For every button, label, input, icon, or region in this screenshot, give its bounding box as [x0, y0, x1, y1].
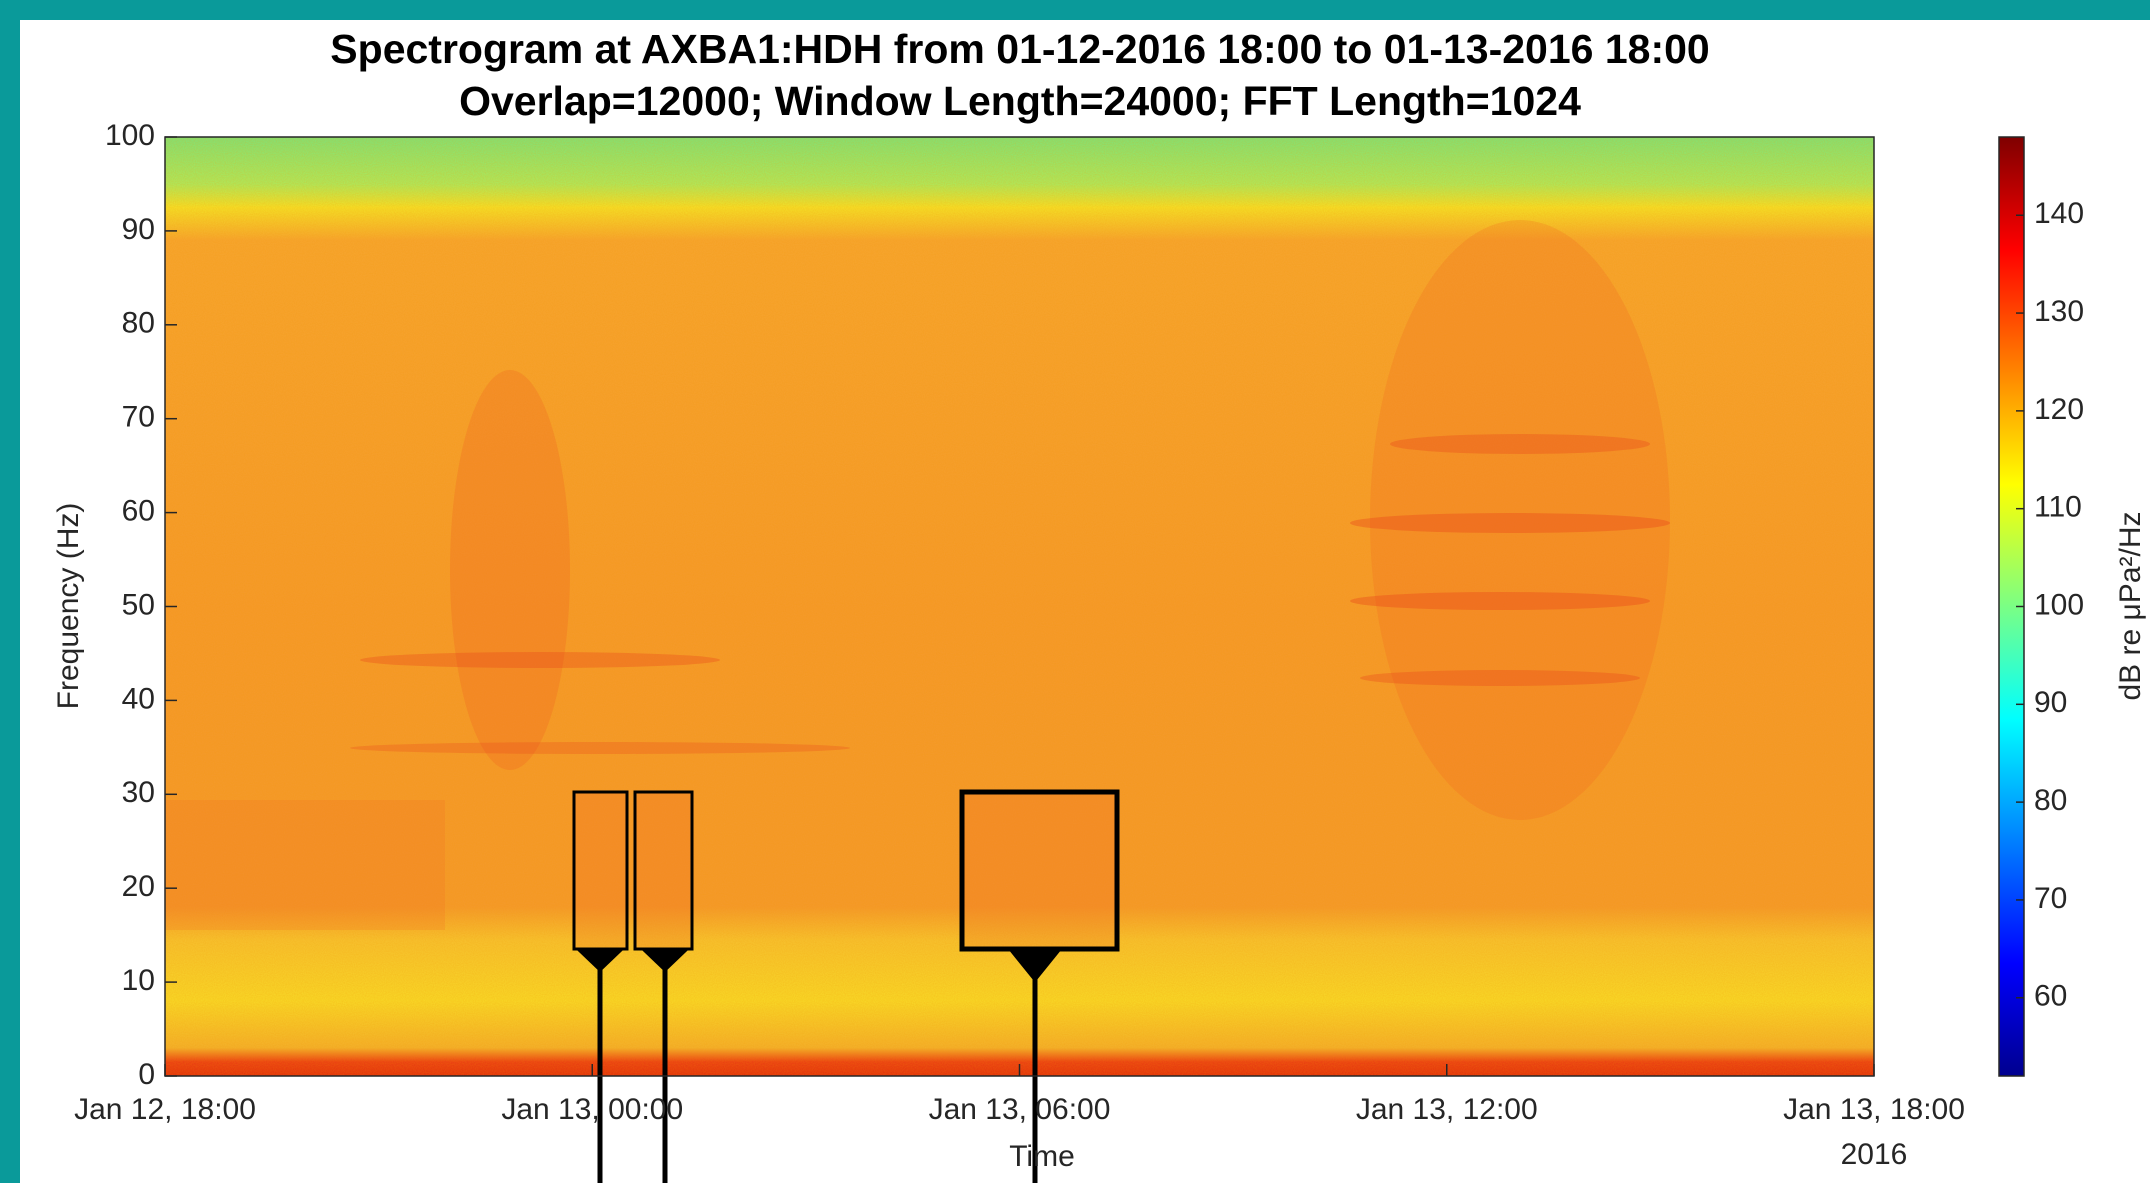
y-tick-label: 80: [122, 307, 155, 340]
x-tick-label: Jan 13, 06:00: [929, 1093, 1111, 1126]
y-tick-label: 50: [122, 588, 155, 621]
colorbar-tick-label: 80: [2034, 784, 2067, 817]
colorbar-tick-label: 120: [2034, 393, 2084, 426]
colorbar-label: dB re μPa²/Hz: [2114, 511, 2147, 700]
y-axis-label: Frequency (Hz): [52, 503, 85, 710]
y-tick-label: 0: [138, 1058, 155, 1091]
colorbar-tick-label: 130: [2034, 295, 2084, 328]
y-tick-label: 60: [122, 495, 155, 528]
x-year-label: 2016: [1841, 1138, 1908, 1171]
x-tick-label: Jan 13, 00:00: [501, 1093, 683, 1126]
x-tick-label: Jan 13, 12:00: [1356, 1093, 1538, 1126]
y-tick-label: 40: [122, 682, 155, 715]
y-tick-label: 70: [122, 401, 155, 434]
colorbar-tick-label: 90: [2034, 686, 2067, 719]
x-tick-label: Jan 13, 18:00: [1783, 1093, 1965, 1126]
y-tick-label: 100: [105, 119, 155, 152]
y-tick-label: 10: [122, 964, 155, 997]
y-tick-label: 90: [122, 213, 155, 246]
colorbar-tick-label: 60: [2034, 980, 2067, 1013]
x-tick-label: Jan 12, 18:00: [74, 1093, 256, 1126]
y-tick-label: 20: [122, 870, 155, 903]
chart-title: Spectrogram at AXBA1:HDH from 01-12-2016…: [330, 26, 1709, 72]
colorbar-tick-label: 140: [2034, 197, 2084, 230]
annotation-boxes: [572, 789, 1120, 1183]
colorbar-tick-label: 70: [2034, 882, 2067, 915]
spectrogram-image: [165, 137, 1874, 1076]
y-tick-label: 30: [122, 776, 155, 809]
colorbar-tick-label: 100: [2034, 588, 2084, 621]
chart-subtitle: Overlap=12000; Window Length=24000; FFT …: [459, 78, 1581, 124]
colorbar-tick-label: 110: [2034, 491, 2082, 524]
x-axis-label: Time: [1009, 1140, 1075, 1173]
